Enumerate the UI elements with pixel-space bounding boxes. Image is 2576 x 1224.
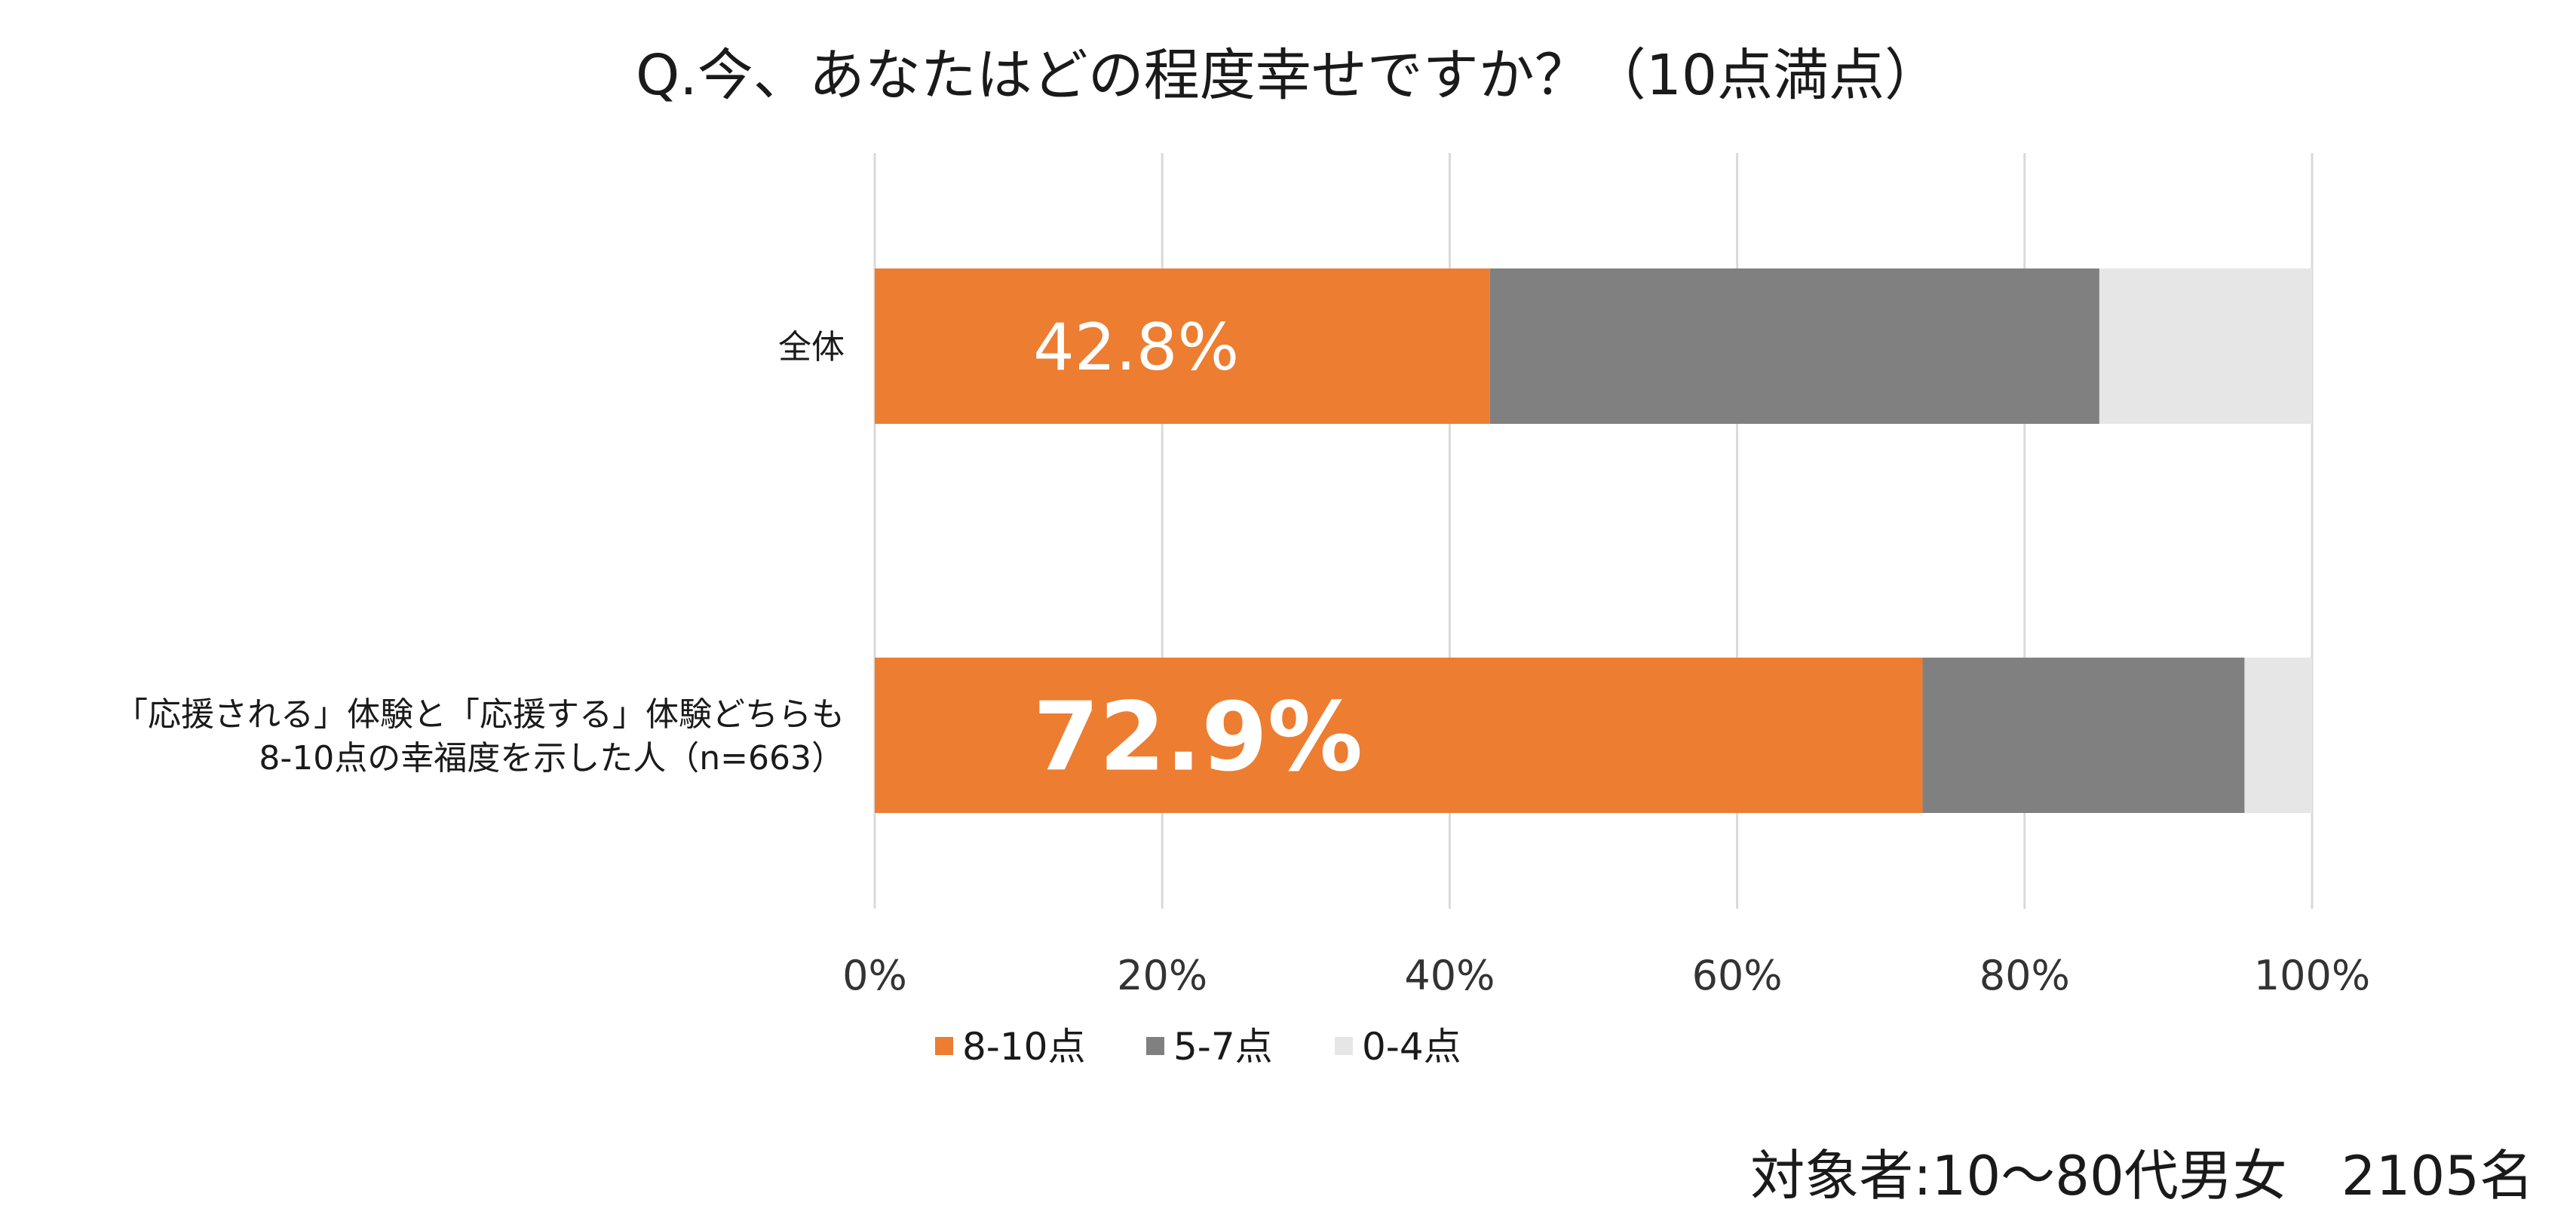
x-tick-label: 40% [1404,952,1495,999]
x-axis-tick-labels: 0% 20% 40% 60% 80% 100% [842,952,2370,999]
legend-swatch [1335,1037,1353,1055]
legend-swatch [1146,1037,1164,1055]
category-label: 「応援される」体験と「応援する」体験どちらも [115,695,845,734]
legend-label: 0-4点 [1362,1025,1461,1069]
category-label: 全体 [778,328,845,367]
bar-segment [2099,268,2312,424]
bar-segment [875,658,1923,813]
category-label: 8-10点の幸福度を示した人（n=663） [259,739,845,778]
bar-segment [2244,658,2312,813]
data-label: 42.8% [1033,310,1239,385]
footnote: 対象者:10～80代男女 2105名 [1750,1144,2534,1207]
x-tick-label: 80% [1980,952,2070,999]
bar-segment [875,268,1490,424]
legend-label: 5-7点 [1173,1025,1273,1069]
x-tick-label: 20% [1117,952,1207,999]
category-labels: 全体「応援される」体験と「応援する」体験どちらも 8-10点の幸福度を示した人（n… [115,328,845,778]
x-tick-label: 100% [2254,952,2370,999]
legend: 8-10点 5-7点 0-4点 [935,1025,1461,1069]
data-label: 72.9% [1033,681,1363,792]
bar-segment [1489,268,2099,424]
stacked-bar-chart: 42.8% 72.9% 全体「応援される」体験と「応援する」体験どちらも 8-10点… [115,153,2370,1069]
legend-swatch [935,1037,953,1055]
x-tick-label: 0% [842,952,907,999]
legend-label: 8-10点 [962,1025,1085,1069]
bar-segment [1922,658,2245,813]
bars [875,268,2312,813]
x-tick-label: 60% [1692,952,1783,999]
chart-title: Q.今、あなたはどの程度幸せですか？（10点満点） [636,43,1940,108]
data-labels: 42.8% 72.9% [1033,310,1363,792]
